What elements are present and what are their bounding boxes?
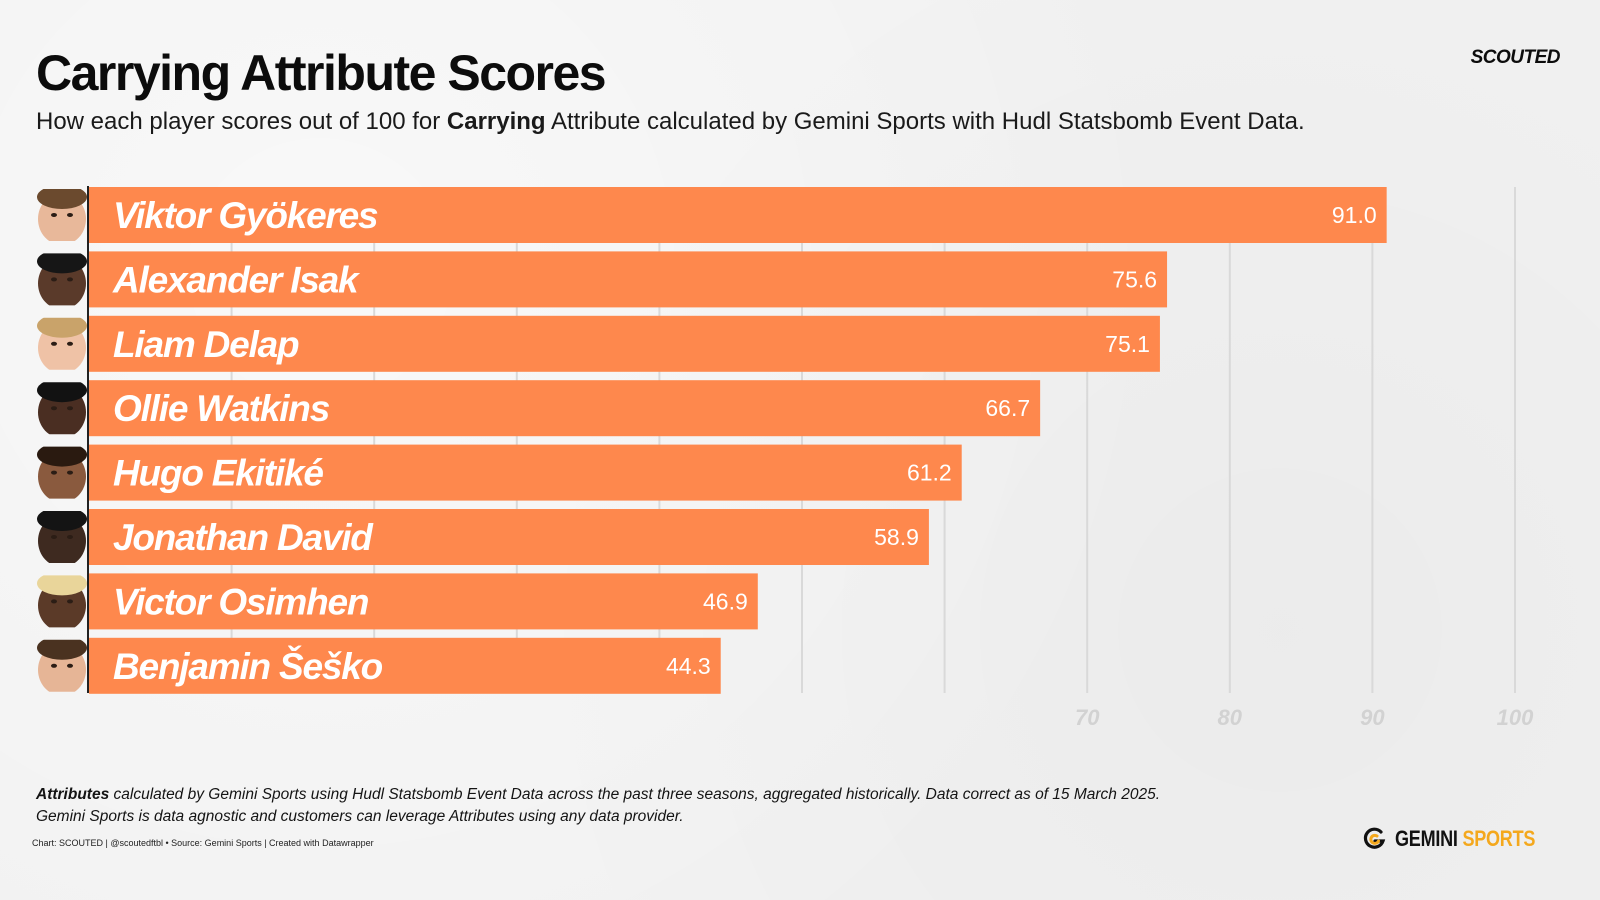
- avatar-eye: [51, 470, 57, 475]
- player-avatar: [37, 639, 87, 692]
- chart-subtitle: How each player scores out of 100 for Ca…: [36, 108, 1305, 136]
- logo-word-sports: SPORTS: [1462, 826, 1536, 851]
- avatar-hair: [37, 446, 87, 467]
- bar: [89, 380, 1041, 437]
- avatar-eye: [67, 341, 73, 346]
- data-label: 61.2: [907, 460, 952, 486]
- player-avatar: [37, 317, 87, 370]
- subtitle-bold: Carrying: [446, 108, 546, 135]
- scouted-logo: SCOUTED: [1470, 47, 1561, 68]
- avatar-hair: [37, 189, 87, 209]
- player-avatar: [37, 382, 87, 435]
- footnote: Attributes calculated by Gemini Sports u…: [36, 784, 1160, 828]
- avatar-hair: [37, 511, 87, 531]
- avatar-eye: [51, 213, 57, 217]
- x-tick-label: 100: [1497, 705, 1534, 730]
- data-label: 75.1: [1105, 331, 1150, 357]
- x-tick-label: 90: [1360, 705, 1385, 730]
- data-label: 66.7: [985, 395, 1030, 421]
- player-name-label: Jonathan David: [113, 517, 374, 558]
- player-name-label: Viktor Gyökeres: [113, 195, 378, 236]
- avatar-eye: [51, 663, 57, 668]
- gemini-logo-icon: [1363, 827, 1386, 849]
- gemini-logo-text: GEMINI SPORTS: [1395, 826, 1535, 852]
- player-name-label: Alexander Isak: [112, 259, 361, 300]
- bar-chart: 70 80 90 100 Viktor Gyökeres 91.0 Alexander Is…: [37, 186, 1534, 730]
- player-avatar: [37, 189, 87, 241]
- avatar-hair: [37, 382, 87, 403]
- player-name-label: Liam Delap: [113, 324, 299, 365]
- data-label: 91.0: [1332, 202, 1377, 228]
- subtitle-pre: How each player scores out of 100 for: [36, 108, 447, 135]
- footnote-line2: Gemini Sports is data agnostic and custo…: [36, 808, 684, 825]
- avatar-eye: [67, 470, 73, 475]
- avatar-eye: [67, 213, 73, 217]
- chart-title: Carrying Attribute Scores: [36, 45, 607, 101]
- player-avatar: [37, 511, 87, 563]
- data-label: 58.9: [874, 524, 919, 550]
- avatar-eye: [51, 277, 57, 282]
- bar: [89, 315, 1160, 372]
- player-avatar: [37, 446, 87, 499]
- player-avatar: [37, 575, 87, 628]
- player-name-label: Benjamin Šeško: [113, 645, 383, 687]
- x-tick-label: 80: [1218, 705, 1243, 730]
- logo-word-gemini: GEMINI: [1395, 826, 1458, 851]
- data-label: 44.3: [666, 653, 711, 679]
- x-tick-label: 70: [1075, 705, 1100, 730]
- subtitle-post: Attribute calculated by Gemini Sports wi…: [545, 108, 1305, 135]
- data-label: 75.6: [1112, 266, 1157, 292]
- player-name-label: Ollie Watkins: [113, 388, 330, 429]
- avatar-eye: [51, 341, 57, 346]
- avatar-eye: [67, 277, 73, 282]
- avatar-hair: [37, 575, 87, 596]
- chart-credit: Chart: SCOUTED | @scoutedftbl • Source: …: [32, 838, 374, 848]
- bar: [89, 573, 758, 630]
- bar: [89, 251, 1168, 308]
- bar: [89, 187, 1387, 243]
- avatar-eye: [67, 535, 73, 539]
- player-name-label: Victor Osimhen: [113, 581, 369, 622]
- avatar-hair: [37, 317, 87, 338]
- bar: [89, 509, 929, 565]
- avatar-eye: [51, 535, 57, 539]
- bar: [89, 444, 962, 501]
- avatar-eye: [51, 599, 57, 604]
- player-name-label: Hugo Ekitiké: [113, 453, 323, 494]
- player-avatar: [37, 253, 87, 306]
- bar: [89, 637, 721, 694]
- footnote-line1: calculated by Gemini Sports using Hudl S…: [109, 786, 1161, 803]
- footnote-bold: Attributes: [36, 786, 110, 803]
- gemini-sports-logo: GEMINI SPORTS: [1361, 826, 1566, 852]
- avatar-eye: [67, 406, 73, 411]
- avatar-eye: [51, 406, 57, 411]
- avatar-eye: [67, 599, 73, 604]
- avatar-hair: [37, 253, 87, 274]
- data-label: 46.9: [703, 588, 748, 614]
- avatar-eye: [67, 663, 73, 668]
- avatar-hair: [37, 639, 87, 660]
